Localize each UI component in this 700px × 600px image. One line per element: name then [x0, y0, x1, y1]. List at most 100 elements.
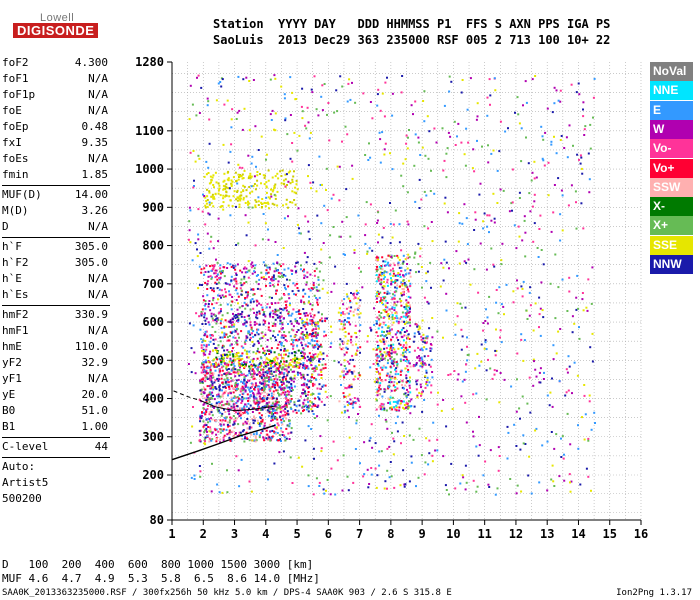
data-point [280, 381, 283, 383]
data-point [210, 392, 213, 395]
data-point [258, 323, 261, 326]
data-point [343, 319, 346, 322]
data-point [235, 455, 238, 458]
data-point [539, 214, 542, 217]
data-point [306, 333, 309, 336]
param-label: MUF(D) [2, 188, 42, 201]
data-point [343, 298, 346, 301]
data-point [246, 374, 249, 377]
data-point [415, 362, 418, 364]
data-point [288, 331, 291, 334]
data-point [405, 358, 408, 361]
data-point [412, 340, 415, 343]
data-point [487, 144, 489, 147]
data-point [260, 337, 263, 340]
data-point [575, 227, 578, 230]
data-point [499, 329, 502, 332]
data-point [396, 284, 399, 287]
data-point [363, 473, 366, 476]
data-point [209, 384, 212, 387]
data-point [580, 202, 583, 205]
data-point [404, 392, 407, 395]
data-point [439, 285, 442, 288]
data-point [486, 114, 489, 117]
data-point [418, 391, 421, 394]
data-point [440, 262, 443, 265]
data-point [228, 325, 231, 328]
data-point [393, 301, 396, 304]
data-point [430, 169, 432, 172]
data-point [381, 131, 384, 134]
data-point [226, 262, 229, 265]
data-point [392, 384, 395, 387]
data-point [354, 324, 357, 327]
data-point [404, 367, 407, 370]
data-point [200, 346, 203, 349]
data-point [236, 384, 239, 387]
data-point [478, 364, 481, 367]
data-point [529, 286, 532, 289]
data-point [338, 343, 341, 346]
data-point [337, 311, 340, 314]
data-point [397, 272, 400, 274]
data-point [309, 319, 312, 322]
data-point [188, 118, 191, 121]
data-point [258, 351, 261, 354]
data-point [397, 261, 400, 264]
data-point [420, 454, 423, 457]
param-value: N/A [88, 324, 108, 337]
data-point [309, 131, 312, 134]
param-label: yF2 [2, 356, 22, 369]
data-point [354, 353, 357, 356]
data-point [301, 320, 304, 322]
data-point [228, 429, 231, 432]
data-point [442, 266, 445, 269]
data-point [227, 371, 230, 374]
data-point [435, 141, 438, 144]
data-point [390, 255, 393, 258]
data-point [399, 285, 401, 288]
data-point [287, 393, 290, 396]
data-point [378, 386, 381, 389]
data-point [275, 374, 278, 377]
data-point [582, 115, 585, 118]
data-point [400, 328, 403, 331]
data-point [243, 411, 246, 414]
data-point [267, 326, 270, 329]
param-value: 305.0 [74, 256, 108, 269]
data-point [394, 317, 396, 320]
data-point [511, 209, 513, 212]
data-point [271, 396, 274, 398]
data-point [390, 389, 393, 392]
data-point [220, 296, 222, 299]
data-point [206, 97, 209, 100]
data-point [270, 360, 273, 362]
data-point [266, 398, 268, 400]
data-point [379, 300, 382, 302]
data-point [201, 312, 204, 315]
data-point [401, 386, 404, 389]
data-point [276, 254, 279, 256]
data-point [265, 181, 268, 184]
data-point [348, 393, 351, 396]
data-point [463, 153, 466, 156]
data-point [399, 343, 402, 346]
data-point [230, 332, 233, 335]
param-value: N/A [88, 288, 108, 301]
data-point [392, 381, 395, 384]
data-point [400, 300, 403, 302]
data-point [400, 304, 403, 307]
data-point [338, 307, 341, 310]
data-point [215, 438, 218, 440]
data-point [533, 193, 536, 196]
data-point [571, 315, 574, 318]
data-point [326, 419, 329, 422]
data-point [265, 352, 267, 355]
data-point [381, 354, 384, 357]
data-point [386, 278, 389, 281]
data-point [417, 136, 420, 139]
data-point [313, 335, 315, 338]
data-point [375, 486, 378, 489]
data-point [269, 337, 272, 340]
data-point [457, 240, 460, 243]
